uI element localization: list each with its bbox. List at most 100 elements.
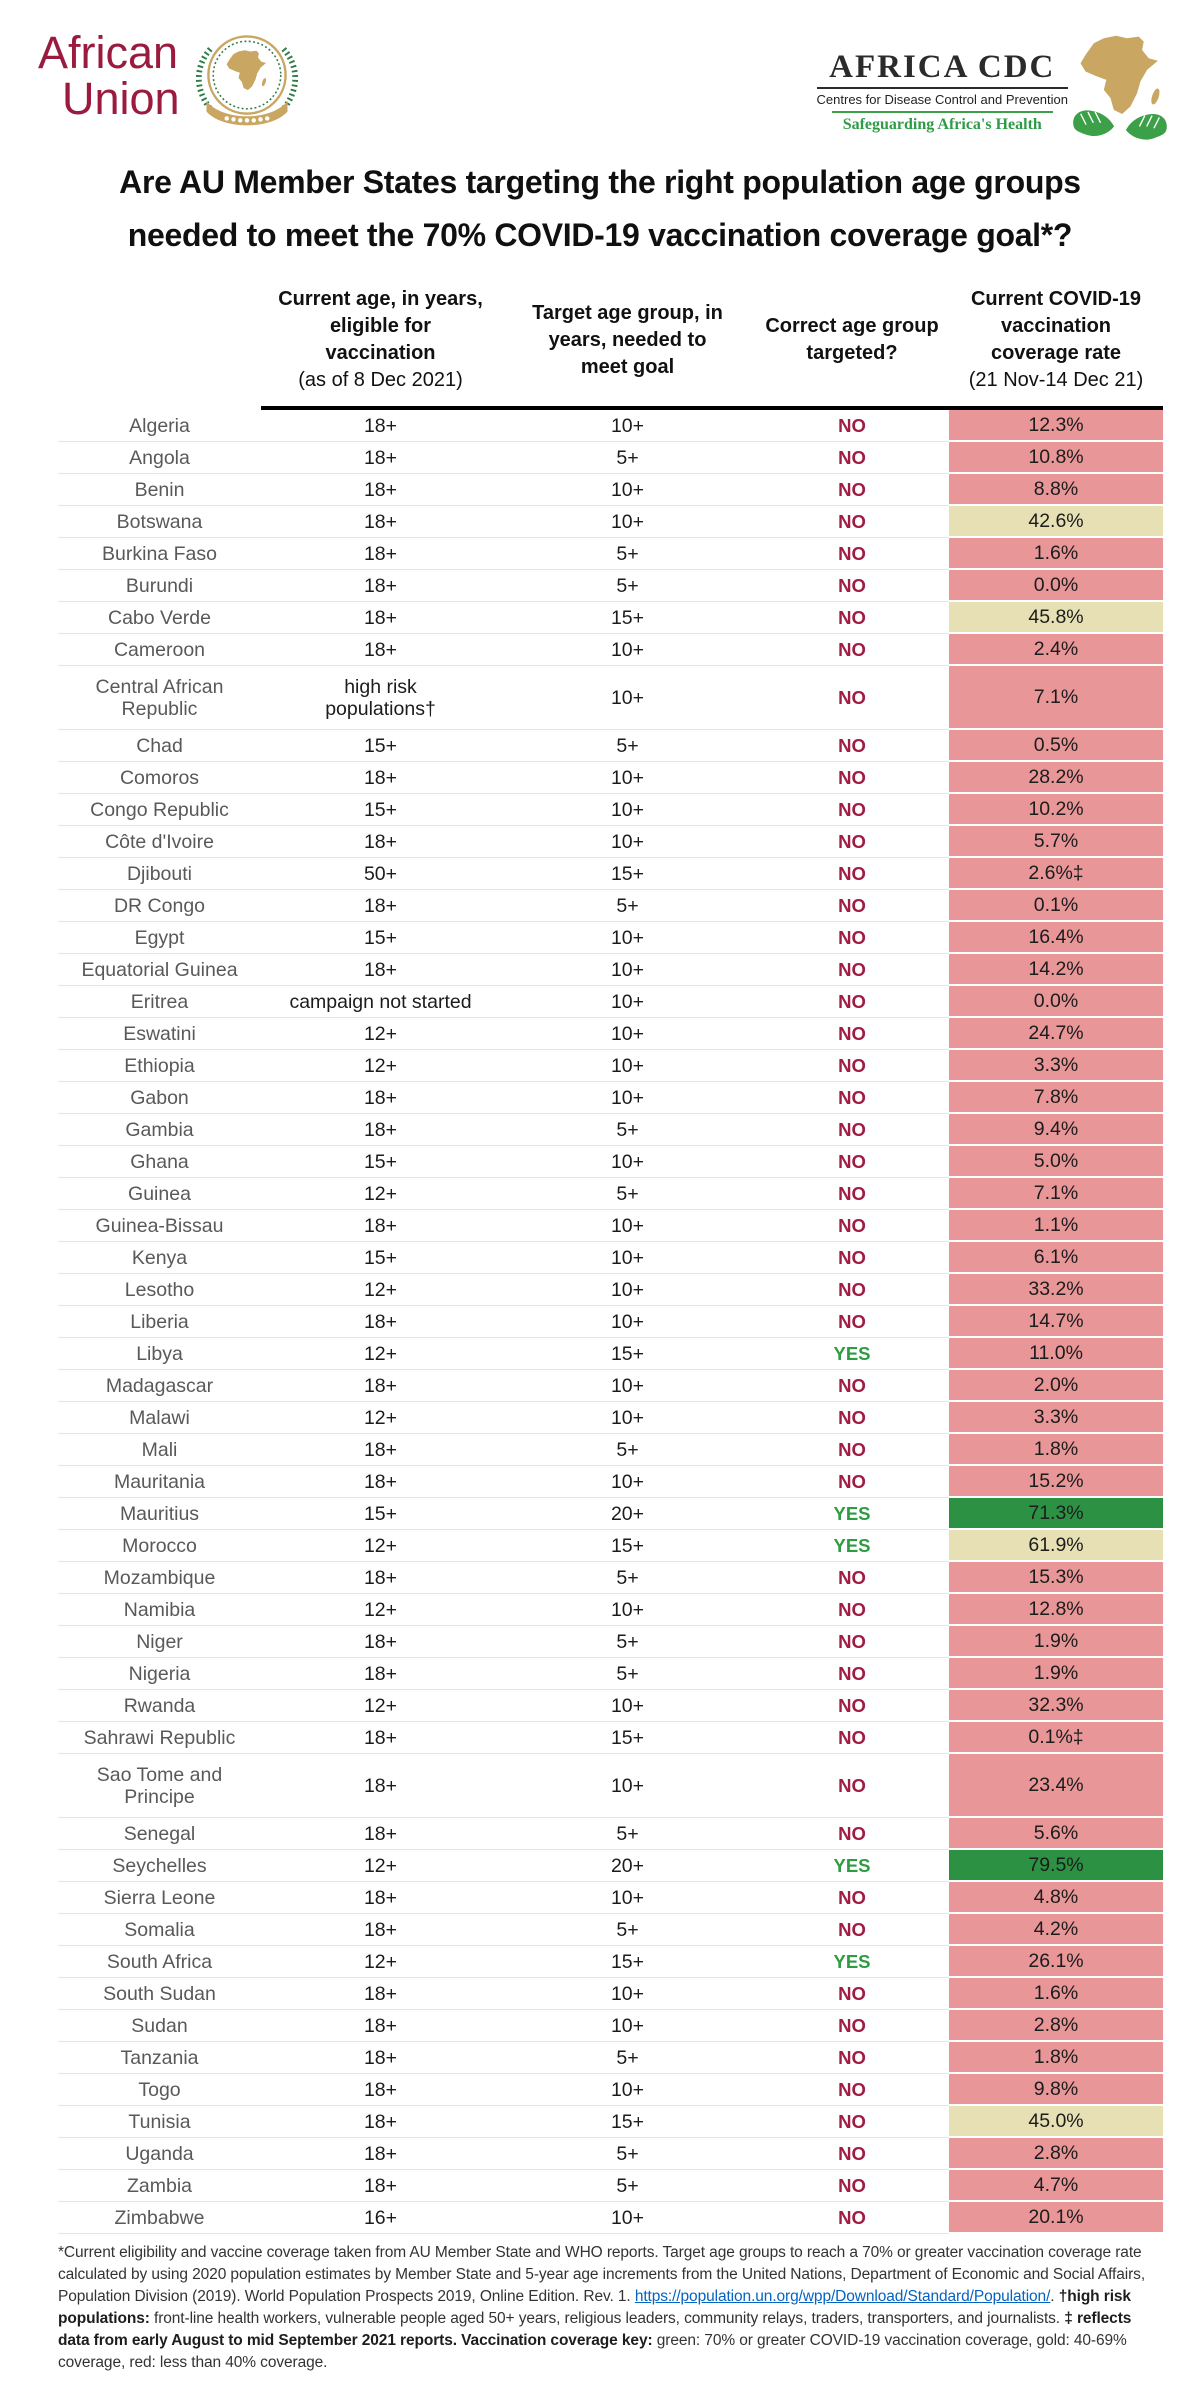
correct-cell: NO (755, 1882, 949, 1914)
africa-cdc-subtitle: Centres for Disease Control and Preventi… (816, 92, 1068, 107)
africa-cdc-tagline: Safeguarding Africa's Health (842, 116, 1042, 133)
cdc-green-line (831, 111, 1053, 113)
eligible-age-cell: 18+ (261, 1626, 500, 1658)
table-row: Tunisia 18+ 15+ NO 45.0% (58, 2106, 1163, 2138)
table-row: Cabo Verde 18+ 15+ NO 45.8% (58, 602, 1163, 634)
coverage-table: Current age, in years, eligible for vacc… (58, 274, 1163, 2234)
coverage-cell: 3.3% (949, 1402, 1163, 1434)
correct-cell: NO (755, 1818, 949, 1850)
table-header-row: Current age, in years, eligible for vacc… (58, 274, 1163, 406)
header-divider-line (261, 406, 1163, 410)
target-age-cell: 10+ (500, 2010, 755, 2042)
table-row: Guinea-Bissau 18+ 10+ NO 1.1% (58, 1210, 1163, 1242)
target-age-cell: 5+ (500, 2138, 755, 2170)
eligible-age-cell: 18+ (261, 1914, 500, 1946)
correct-cell: NO (755, 954, 949, 986)
page-title: Are AU Member States targeting the right… (0, 156, 1200, 262)
correct-cell: NO (755, 730, 949, 762)
coverage-cell: 15.2% (949, 1466, 1163, 1498)
coverage-cell: 6.1% (949, 1242, 1163, 1274)
table-row: Niger 18+ 5+ NO 1.9% (58, 1626, 1163, 1658)
correct-cell: YES (755, 1946, 949, 1978)
table-row: Comoros 18+ 10+ NO 28.2% (58, 762, 1163, 794)
coverage-cell: 61.9% (949, 1530, 1163, 1562)
correct-cell: NO (755, 1690, 949, 1722)
target-age-cell: 5+ (500, 730, 755, 762)
coverage-cell: 24.7% (949, 1018, 1163, 1050)
correct-cell: NO (755, 1722, 949, 1754)
country-cell: Mali (58, 1434, 261, 1466)
eligible-age-cell: 15+ (261, 794, 500, 826)
country-cell: Cameroon (58, 634, 261, 666)
coverage-cell: 28.2% (949, 762, 1163, 794)
eligible-age-cell: 18+ (261, 2106, 500, 2138)
country-cell: Seychelles (58, 1850, 261, 1882)
coverage-cell: 7.8% (949, 1082, 1163, 1114)
country-cell: Niger (58, 1626, 261, 1658)
coverage-cell: 12.8% (949, 1594, 1163, 1626)
target-age-cell: 10+ (500, 1402, 755, 1434)
table-row: Togo 18+ 10+ NO 9.8% (58, 2074, 1163, 2106)
correct-cell: NO (755, 1626, 949, 1658)
correct-cell: NO (755, 1562, 949, 1594)
table-row: Central African Republic high risk popula… (58, 666, 1163, 730)
coverage-cell: 2.4% (949, 634, 1163, 666)
correct-cell: NO (755, 1018, 949, 1050)
correct-cell: NO (755, 474, 949, 506)
country-cell: Côte d'Ivoire (58, 826, 261, 858)
coverage-cell: 79.5% (949, 1850, 1163, 1882)
population-un-link[interactable]: https://population.un.org/wpp/Download/S… (634, 2288, 1051, 2305)
target-age-cell: 10+ (500, 1274, 755, 1306)
target-age-cell: 10+ (500, 1690, 755, 1722)
country-cell: Rwanda (58, 1690, 261, 1722)
correct-cell: NO (755, 1658, 949, 1690)
table-row: Gambia 18+ 5+ NO 9.4% (58, 1114, 1163, 1146)
target-age-cell: 10+ (500, 2202, 755, 2234)
footnote-text: front-line health workers, vulnerable pe… (149, 2310, 1065, 2327)
coverage-cell: 33.2% (949, 1274, 1163, 1306)
target-age-cell: 5+ (500, 1434, 755, 1466)
country-cell: Burundi (58, 570, 261, 602)
eligible-age-cell: 16+ (261, 2202, 500, 2234)
target-age-cell: 15+ (500, 1338, 755, 1370)
table-row: Malawi 12+ 10+ NO 3.3% (58, 1402, 1163, 1434)
footnote-text: . (1050, 2288, 1059, 2305)
table-row: Equatorial Guinea 18+ 10+ NO 14.2% (58, 954, 1163, 986)
country-cell: Sao Tome and Principe (58, 1754, 261, 1818)
eligible-age-cell: 50+ (261, 858, 500, 890)
coverage-cell: 2.0% (949, 1370, 1163, 1402)
african-union-emblem-icon (195, 35, 298, 126)
target-age-cell: 5+ (500, 570, 755, 602)
table-row: Congo Republic 15+ 10+ NO 10.2% (58, 794, 1163, 826)
target-age-cell: 10+ (500, 666, 755, 730)
title-line-2: needed to meet the 70% COVID-19 vaccinat… (127, 217, 1073, 253)
coverage-cell: 4.8% (949, 1882, 1163, 1914)
footnote-bold-text: Vaccination coverage key: (461, 2332, 653, 2349)
country-cell: Cabo Verde (58, 602, 261, 634)
target-age-cell: 10+ (500, 1370, 755, 1402)
coverage-cell: 11.0% (949, 1338, 1163, 1370)
target-age-cell: 5+ (500, 442, 755, 474)
correct-cell: NO (755, 1114, 949, 1146)
au-word-african: African (38, 27, 179, 78)
coverage-cell: 71.3% (949, 1498, 1163, 1530)
table-row: Senegal 18+ 5+ NO 5.6% (58, 1818, 1163, 1850)
eligible-age-cell: 12+ (261, 1946, 500, 1978)
eligible-age-cell: 18+ (261, 410, 500, 442)
target-age-cell: 5+ (500, 1562, 755, 1594)
table-row: Nigeria 18+ 5+ NO 1.9% (58, 1658, 1163, 1690)
coverage-cell: 32.3% (949, 1690, 1163, 1722)
correct-cell: NO (755, 1242, 949, 1274)
africa-cdc-wordmark: AFRICA CDC Centres for Disease Control a… (816, 49, 1068, 148)
coverage-cell: 23.4% (949, 1754, 1163, 1818)
country-cell: South Africa (58, 1946, 261, 1978)
title-line-1: Are AU Member States targeting the right… (119, 164, 1081, 200)
table-row: Morocco 12+ 15+ YES 61.9% (58, 1530, 1163, 1562)
eligible-age-cell: 18+ (261, 538, 500, 570)
country-cell: Mauritius (58, 1498, 261, 1530)
table-row: Burundi 18+ 5+ NO 0.0% (58, 570, 1163, 602)
country-cell: Gabon (58, 1082, 261, 1114)
eligible-age-cell: 18+ (261, 2170, 500, 2202)
africa-cdc-title: AFRICA CDC (829, 49, 1056, 85)
target-age-cell: 10+ (500, 2074, 755, 2106)
